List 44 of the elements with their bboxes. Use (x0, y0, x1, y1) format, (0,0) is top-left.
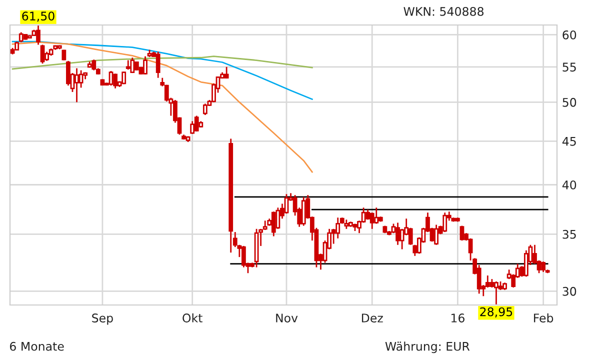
candlestick (108, 70, 114, 86)
y-tick-label: 50 (562, 98, 576, 107)
candlestick (271, 210, 276, 237)
candlestick (156, 51, 160, 79)
candlestick (374, 206, 379, 224)
candlestick (262, 220, 268, 231)
y-tick-label: 30 (562, 286, 576, 296)
y-tick-label: 55 (562, 62, 576, 72)
candlestick (92, 58, 96, 71)
y-tick-label: 40 (562, 180, 576, 190)
candlestick (18, 32, 24, 43)
text: Währung: EUR (385, 342, 470, 354)
candlestick (190, 120, 195, 135)
candlestick (122, 70, 126, 85)
candlestick (400, 228, 404, 250)
candlestick (284, 193, 289, 214)
x-tick-label: Sep (92, 314, 113, 325)
annotation: 61,50 (22, 12, 54, 22)
candlestick (40, 44, 45, 64)
candlestick (36, 25, 40, 46)
x-tick-label: Nov (276, 314, 298, 322)
candlestick (202, 102, 208, 116)
candlestick (370, 212, 374, 230)
y-tick-label: 35 (562, 230, 576, 239)
candlestick (74, 68, 79, 103)
x-tick-label: Feb (534, 313, 554, 322)
candlestick (143, 56, 148, 76)
candlestick (130, 56, 135, 74)
candlestick (336, 216, 340, 240)
annotation: 28,95 (480, 307, 512, 318)
candlestick (442, 212, 448, 233)
candlestick (460, 225, 464, 242)
text: WKN: 540888 (404, 6, 484, 16)
x-tick-label: 16 (451, 314, 464, 322)
candlestick (344, 218, 349, 230)
y-tick-label: 45 (562, 137, 576, 146)
candlestick (126, 60, 130, 70)
y-tick-label: 60 (562, 30, 576, 40)
candlestick (194, 115, 199, 132)
text: 6 Monate (10, 342, 64, 351)
candlestick (301, 196, 306, 226)
x-tick-label: Dez (362, 314, 383, 322)
line-series (12, 56, 313, 70)
x-tick-label: Okt (182, 313, 202, 322)
